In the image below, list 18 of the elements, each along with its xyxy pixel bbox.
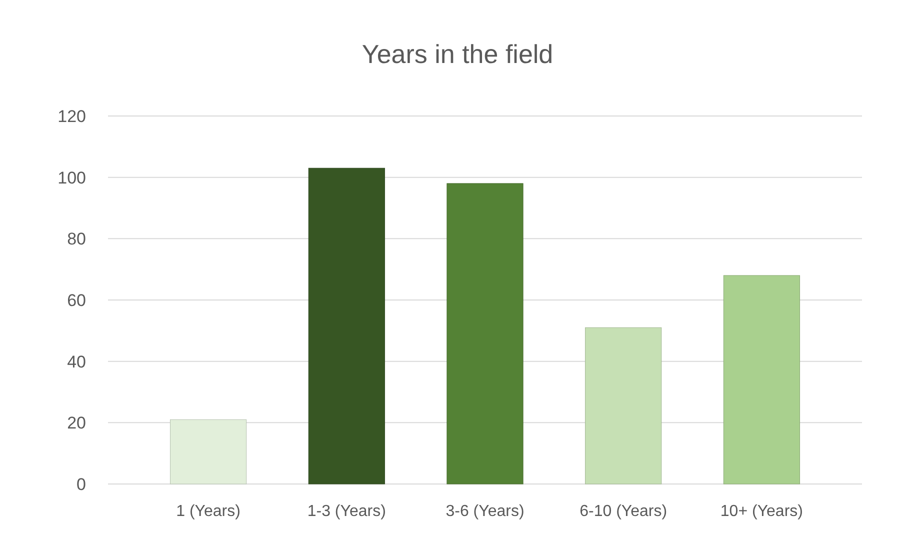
y-tick-label: 20: [67, 414, 86, 433]
y-tick-label: 120: [58, 106, 86, 126]
bar: [170, 419, 247, 484]
y-tick-label: 0: [76, 474, 86, 494]
y-tick-label: 60: [67, 290, 86, 310]
x-tick-label: 6-10 (Years): [580, 503, 668, 520]
y-tick-label: 40: [67, 352, 86, 372]
bar: [723, 275, 800, 484]
bar: [308, 168, 385, 484]
x-tick-label: 1-3 (Years): [307, 503, 386, 520]
x-tick-label: 1 (Years): [176, 503, 240, 520]
x-tick-label: 3-6 (Years): [446, 503, 524, 520]
bar: [585, 327, 662, 484]
bar: [446, 183, 524, 484]
y-tick-label: 80: [67, 230, 86, 249]
chart-title: Years in the field: [362, 39, 554, 69]
x-tick-label: 10+ (Years): [720, 503, 803, 520]
y-tick-label: 100: [58, 168, 86, 188]
